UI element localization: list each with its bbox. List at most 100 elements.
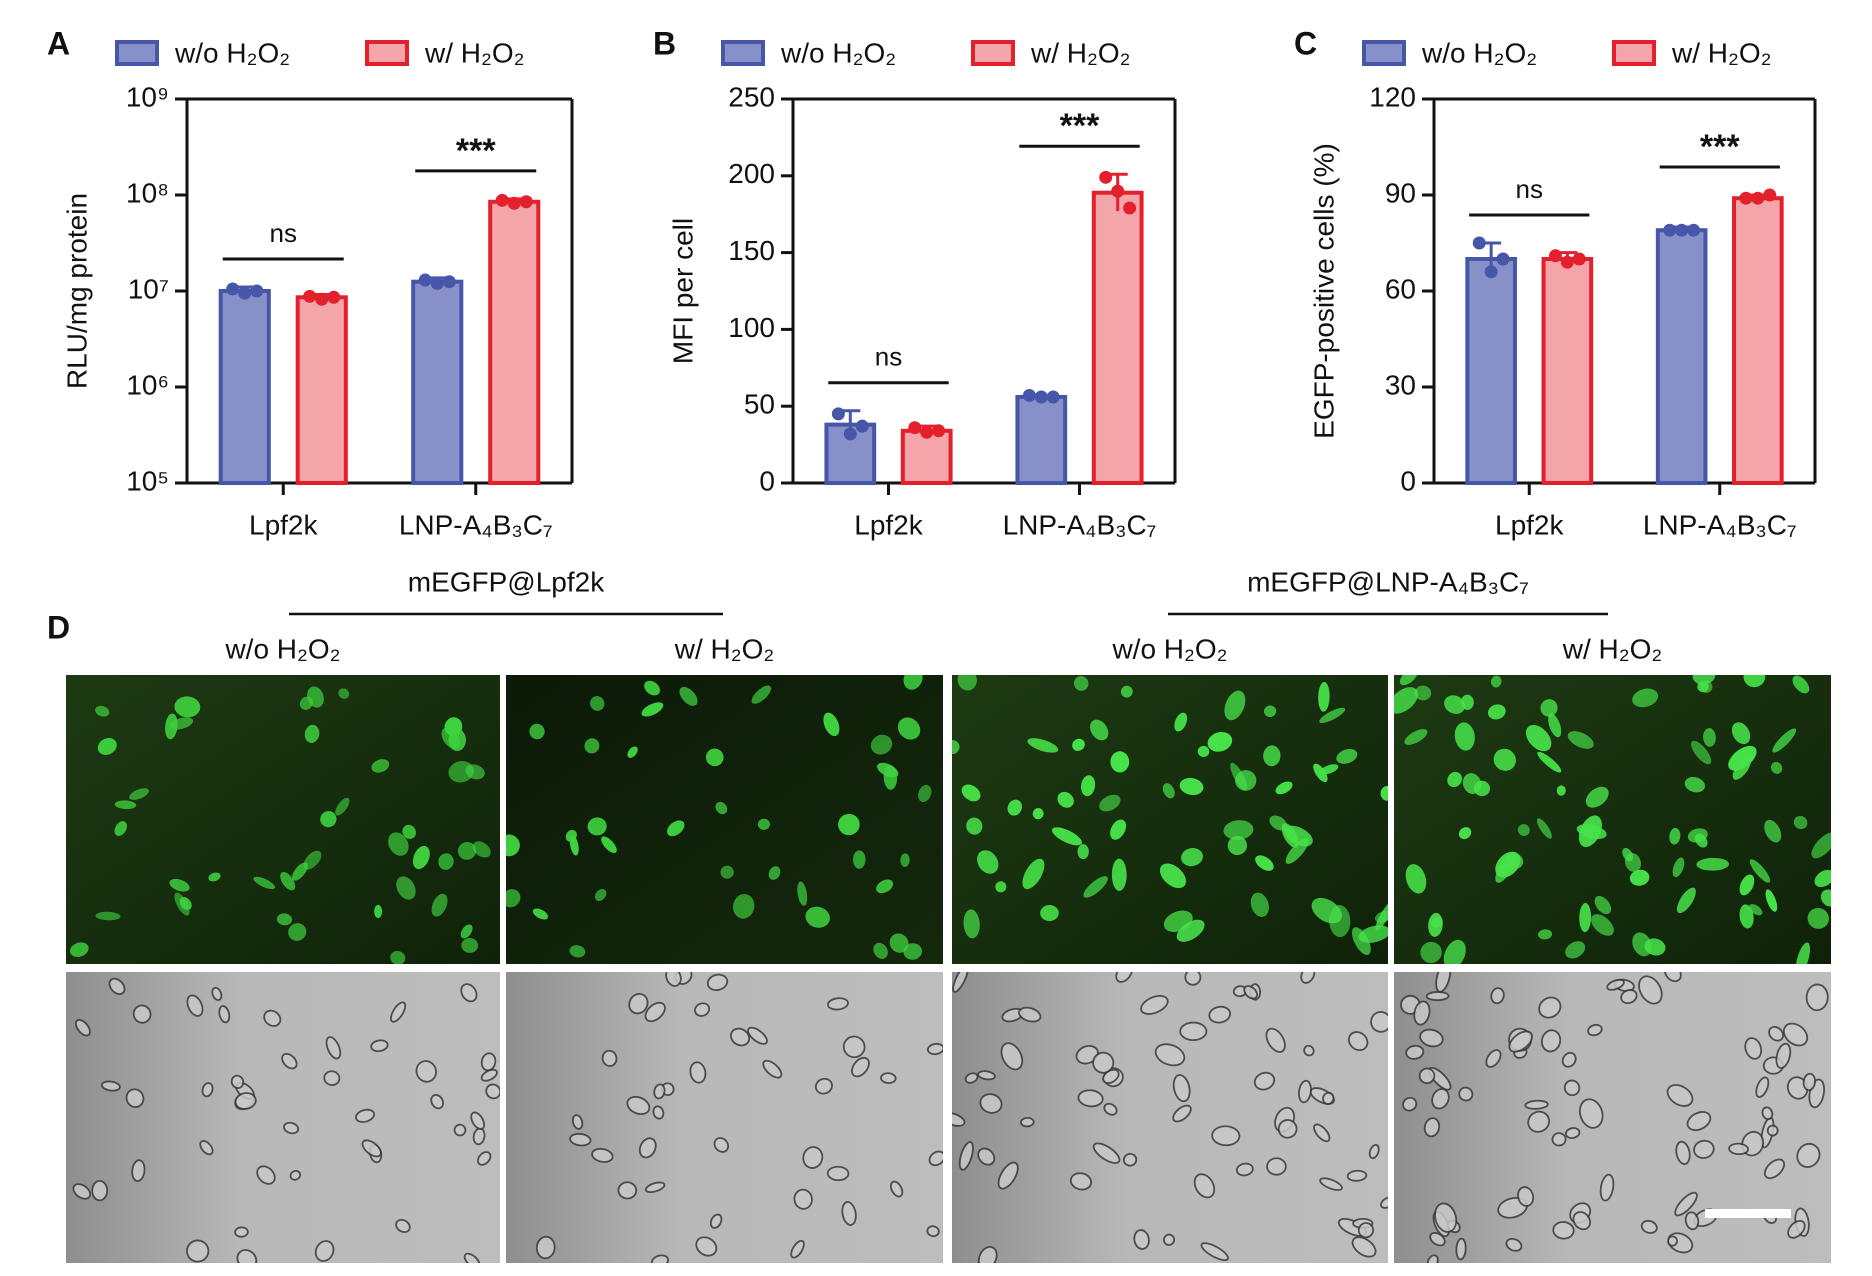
cell bbox=[532, 908, 549, 920]
significance-label: ns bbox=[270, 218, 297, 248]
cell bbox=[903, 943, 923, 960]
cell bbox=[1419, 1028, 1444, 1048]
y-tick-label: 10⁶ bbox=[126, 369, 169, 400]
cell bbox=[1782, 1022, 1809, 1047]
cell bbox=[1120, 685, 1133, 698]
data-point bbox=[920, 425, 934, 439]
cell bbox=[1275, 781, 1293, 795]
y-axis-label: EGFP-positive cells (%) bbox=[1308, 143, 1339, 439]
cell bbox=[628, 992, 649, 1015]
cell bbox=[926, 1225, 940, 1238]
cell bbox=[571, 1114, 584, 1130]
cell bbox=[1380, 785, 1388, 801]
panel-letter: C bbox=[1294, 25, 1317, 61]
data-point bbox=[303, 289, 317, 303]
cell bbox=[1551, 1132, 1567, 1147]
data-point bbox=[1548, 249, 1562, 263]
cell bbox=[569, 945, 586, 958]
cell bbox=[1585, 786, 1609, 808]
cell bbox=[768, 866, 781, 880]
cell bbox=[1077, 1089, 1104, 1108]
cell bbox=[292, 862, 308, 881]
cell bbox=[323, 1070, 341, 1086]
panel-letter: B bbox=[653, 25, 676, 61]
cell bbox=[594, 888, 607, 901]
cell bbox=[100, 1080, 121, 1092]
cell bbox=[565, 829, 577, 842]
cell bbox=[370, 1039, 389, 1053]
cell bbox=[1000, 1042, 1024, 1071]
bar bbox=[488, 199, 541, 485]
cell bbox=[69, 942, 89, 957]
cell bbox=[1579, 903, 1592, 933]
cell bbox=[997, 1161, 1019, 1190]
cell bbox=[74, 1018, 91, 1037]
cell bbox=[1454, 722, 1475, 751]
cell bbox=[747, 1026, 768, 1045]
cell bbox=[1490, 675, 1502, 688]
cell bbox=[1425, 991, 1450, 1002]
cell bbox=[1640, 1219, 1658, 1234]
y-tick-label: 10⁸ bbox=[126, 177, 169, 208]
cell bbox=[1666, 1084, 1694, 1107]
data-point bbox=[495, 193, 509, 207]
cell bbox=[918, 784, 932, 803]
data-point bbox=[1046, 390, 1060, 404]
cell bbox=[236, 1249, 258, 1263]
cell bbox=[1587, 1023, 1603, 1037]
cell bbox=[1700, 680, 1713, 693]
cell bbox=[1687, 828, 1708, 843]
cell bbox=[535, 1235, 556, 1260]
bar bbox=[411, 279, 464, 485]
column-header: w/o H₂O₂ bbox=[1111, 633, 1227, 664]
cell bbox=[1552, 1221, 1575, 1240]
cell bbox=[1527, 1110, 1551, 1133]
cell bbox=[1319, 1177, 1343, 1191]
cell bbox=[1207, 731, 1233, 752]
cell bbox=[1230, 762, 1248, 791]
cell bbox=[438, 853, 454, 870]
cell bbox=[926, 1042, 943, 1056]
data-point bbox=[843, 427, 857, 441]
cell bbox=[129, 788, 149, 800]
cell bbox=[1380, 1196, 1388, 1209]
cell bbox=[827, 997, 849, 1011]
cell bbox=[1674, 1191, 1698, 1217]
cell bbox=[1099, 794, 1121, 812]
data-point bbox=[1484, 265, 1498, 279]
cell bbox=[1739, 874, 1755, 896]
cell bbox=[506, 889, 521, 908]
cell bbox=[1567, 731, 1594, 749]
cell bbox=[72, 1183, 92, 1200]
cell bbox=[797, 881, 808, 906]
cell bbox=[591, 1147, 614, 1163]
cell bbox=[430, 1094, 444, 1110]
y-tick-label: 100 bbox=[728, 312, 775, 343]
y-tick-label: 10⁹ bbox=[126, 81, 169, 112]
cell bbox=[1336, 748, 1358, 764]
cell bbox=[480, 1068, 498, 1082]
cell bbox=[1163, 910, 1193, 933]
cell bbox=[1811, 832, 1831, 859]
cell bbox=[1431, 1088, 1450, 1110]
cell bbox=[1197, 745, 1210, 758]
cell bbox=[1565, 941, 1586, 959]
cell bbox=[1162, 783, 1175, 799]
cell bbox=[289, 1169, 302, 1181]
cell bbox=[1399, 675, 1419, 686]
cell bbox=[1447, 771, 1463, 788]
cell bbox=[1300, 972, 1316, 984]
cell bbox=[1676, 887, 1696, 914]
cell bbox=[1255, 855, 1274, 871]
data-point bbox=[908, 421, 922, 435]
cell bbox=[1743, 675, 1766, 688]
cell bbox=[95, 911, 121, 921]
brightfield-image bbox=[506, 972, 943, 1263]
cell bbox=[903, 675, 923, 690]
cell bbox=[1524, 1099, 1549, 1110]
cell bbox=[1739, 904, 1754, 929]
cell bbox=[1458, 827, 1472, 840]
cell bbox=[1748, 904, 1763, 916]
cell bbox=[1176, 919, 1205, 942]
cell bbox=[1423, 1117, 1441, 1138]
